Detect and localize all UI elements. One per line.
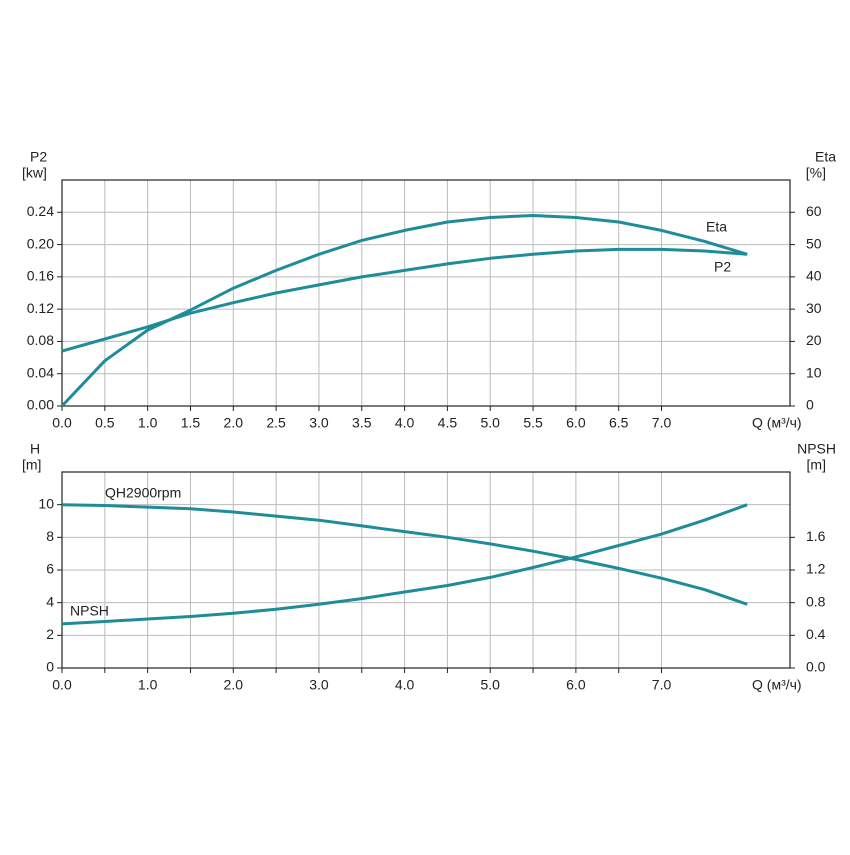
- y-tick-label: 0.08: [27, 332, 54, 348]
- y-tick-label: 0.16: [27, 268, 54, 284]
- y2-axis-label: Eta: [815, 149, 836, 165]
- x-tick-label: 5.5: [523, 415, 543, 431]
- x-tick-label: 2.0: [224, 677, 244, 693]
- x-tick-label: 1.0: [138, 677, 158, 693]
- y2-tick-label: 40: [806, 268, 822, 284]
- y2-tick-label: 0.4: [806, 626, 826, 642]
- x-tick-label: 7.0: [652, 415, 672, 431]
- y-axis-label: P2: [30, 149, 47, 165]
- y-axis-unit: [kw]: [22, 165, 47, 181]
- y2-axis-unit: [m]: [807, 457, 826, 473]
- x-tick-label: 3.0: [309, 677, 329, 693]
- curve: [61, 247, 748, 353]
- y-tick-label: 0.24: [27, 203, 54, 219]
- y-tick-label: 2: [46, 626, 54, 642]
- x-tick-label: 4.5: [438, 415, 458, 431]
- x-tick-label: 1.0: [138, 415, 158, 431]
- x-tick-label: 0.5: [95, 415, 115, 431]
- y2-tick-label: 20: [806, 332, 822, 348]
- x-tick-label: 0.0: [52, 677, 72, 693]
- x-tick-label: 0.0: [52, 415, 72, 431]
- plot-frame: [61, 179, 791, 407]
- y2-tick-label: 60: [806, 203, 822, 219]
- y-tick-label: 4: [46, 593, 54, 609]
- y-tick-label: 6: [46, 561, 54, 577]
- x-tick-label: 2.0: [224, 415, 244, 431]
- curve: [61, 503, 748, 626]
- x-tick-label: 6.0: [566, 677, 586, 693]
- y2-tick-label: 10: [806, 364, 822, 380]
- curve-label: QH2900rpm: [105, 485, 181, 501]
- curve-label: NPSH: [70, 603, 109, 619]
- x-tick-label: 1.5: [181, 415, 201, 431]
- y-tick-label: 0.12: [27, 300, 54, 316]
- y2-tick-label: 0.0: [806, 659, 826, 675]
- y-axis-label: H: [30, 441, 40, 457]
- curve-label: P2: [714, 259, 731, 275]
- y-tick-label: 0.00: [27, 397, 54, 413]
- y-tick-label: 10: [38, 495, 54, 511]
- x-tick-label: 5.0: [481, 677, 501, 693]
- y2-axis-unit: [%]: [806, 165, 826, 181]
- plot-frame: [61, 471, 791, 669]
- y2-tick-label: 50: [806, 235, 822, 251]
- y-tick-label: 0: [46, 659, 54, 675]
- x-tick-label: 6.0: [566, 415, 586, 431]
- y2-axis-label: NPSH: [797, 441, 836, 457]
- y2-tick-label: 0: [806, 397, 814, 413]
- x-tick-label: 5.0: [481, 415, 501, 431]
- curve-label: Eta: [706, 219, 727, 235]
- curve: [61, 503, 748, 606]
- x-tick-label: 6.5: [609, 415, 629, 431]
- x-tick-label: 2.5: [266, 415, 286, 431]
- x-tick-label: 4.0: [395, 677, 415, 693]
- y2-tick-label: 1.2: [806, 561, 826, 577]
- y2-tick-label: 1.6: [806, 528, 826, 544]
- x-axis-label: Q (м³/ч): [752, 677, 802, 693]
- x-tick-label: 3.5: [352, 415, 372, 431]
- y-tick-label: 0.04: [27, 364, 54, 380]
- x-axis-label: Q (м³/ч): [752, 415, 802, 431]
- y2-tick-label: 0.8: [806, 593, 826, 609]
- y2-tick-label: 30: [806, 300, 822, 316]
- x-tick-label: 7.0: [652, 677, 672, 693]
- y-axis-unit: [m]: [22, 457, 41, 473]
- x-tick-label: 3.0: [309, 415, 329, 431]
- y-tick-label: 8: [46, 528, 54, 544]
- x-tick-label: 4.0: [395, 415, 415, 431]
- y-tick-label: 0.20: [27, 235, 54, 251]
